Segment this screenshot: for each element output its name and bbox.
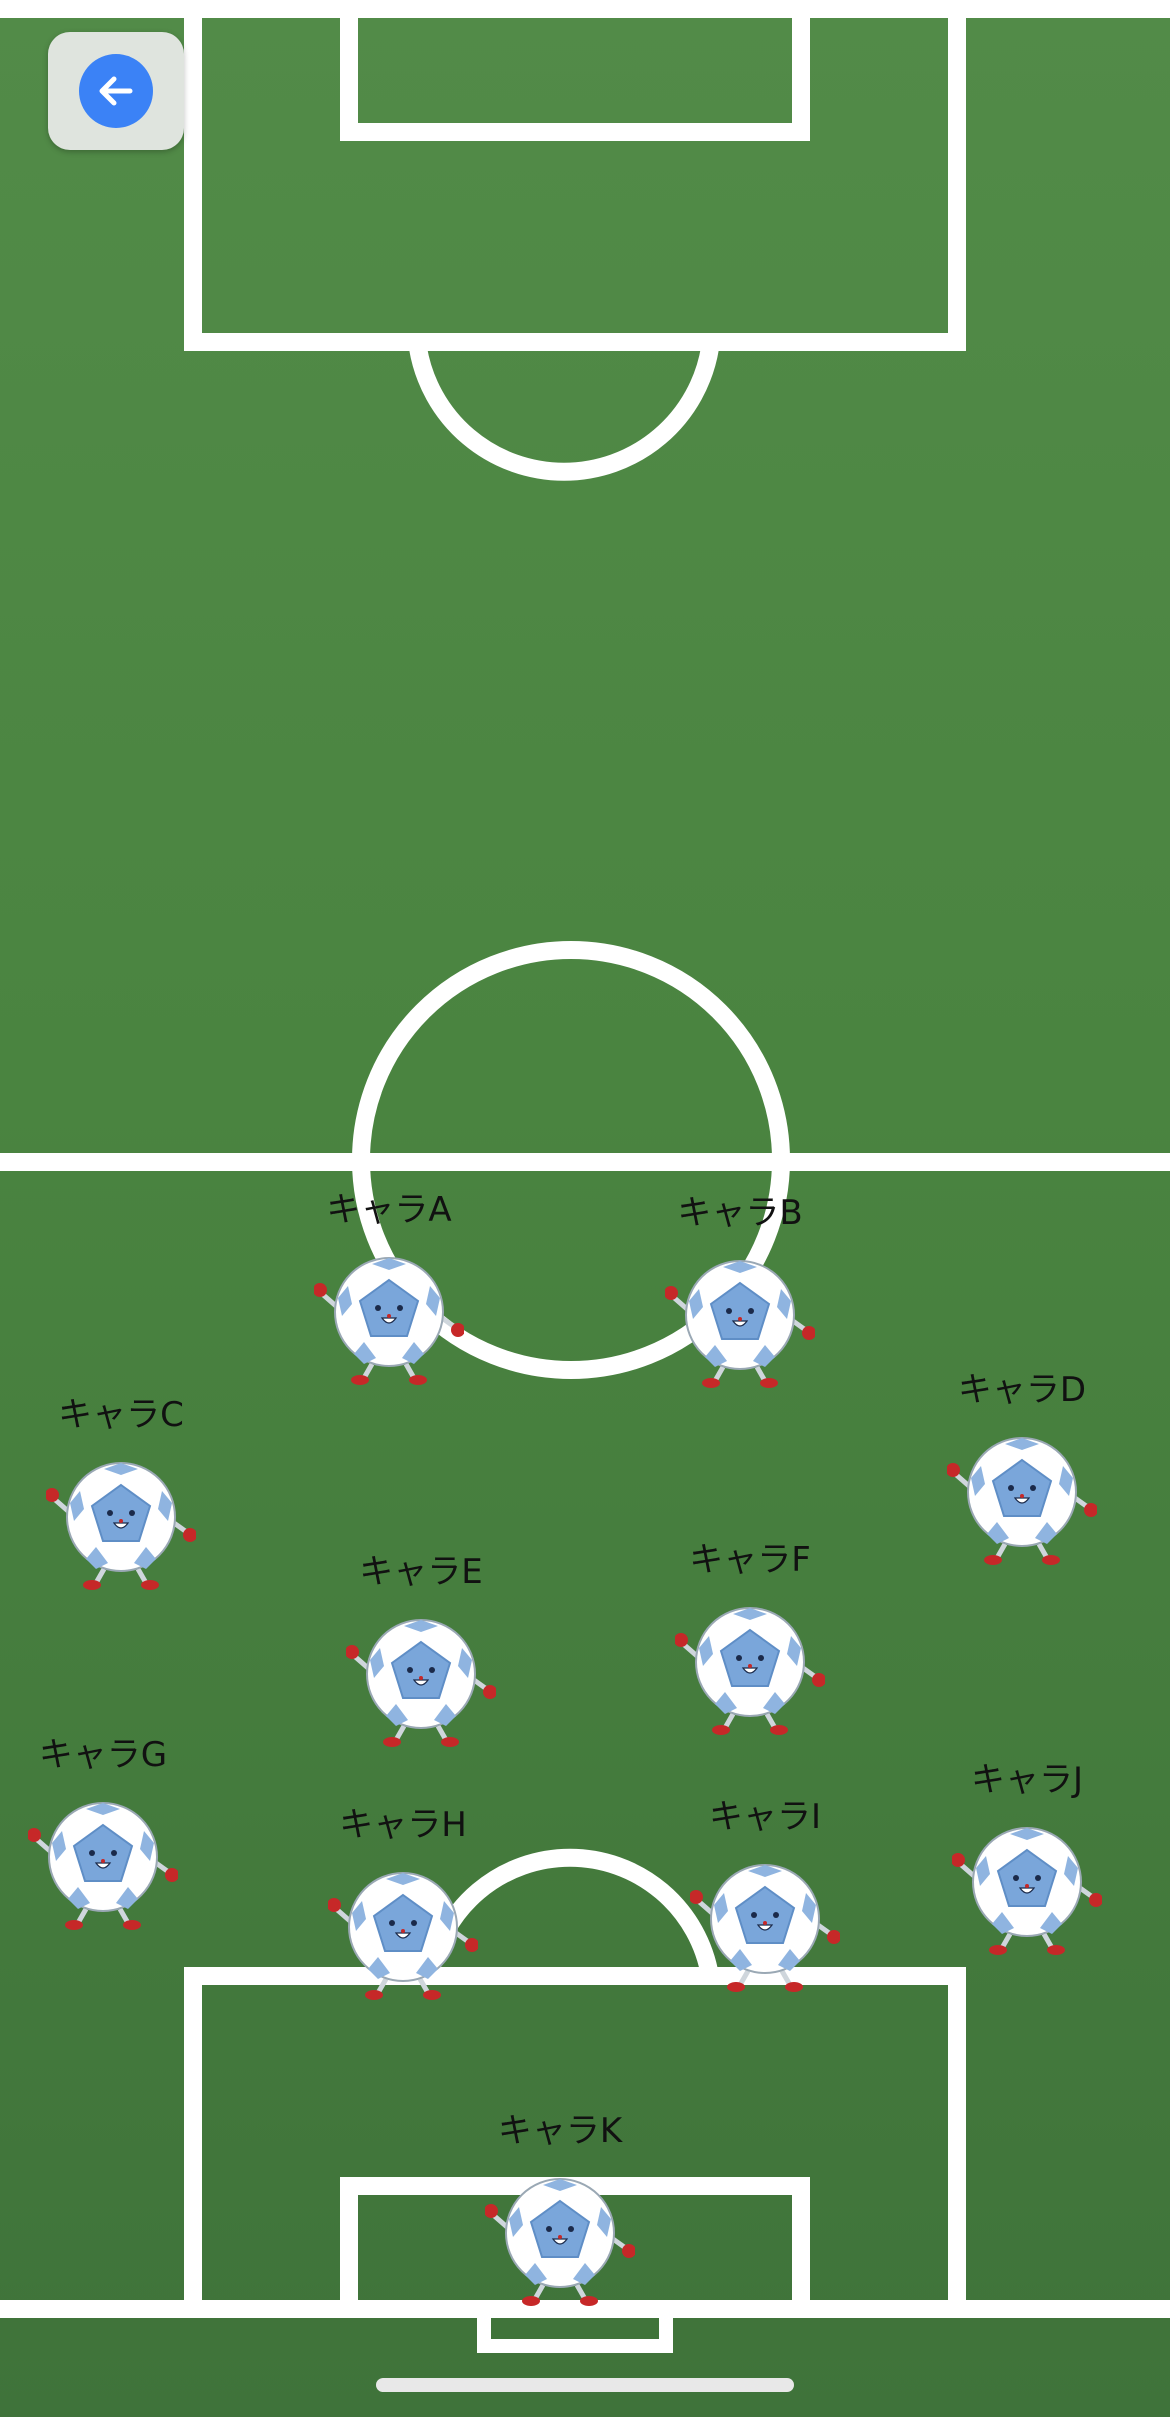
player-label: キャラC — [58, 1395, 184, 1435]
soccer-ball-mascot-icon — [46, 1451, 196, 1591]
bottom-goal — [477, 2309, 673, 2353]
top-penalty-arc — [409, 346, 719, 481]
player-i[interactable]: キャラI — [680, 1797, 850, 1997]
back-button-circle — [79, 54, 153, 128]
soccer-ball-mascot-icon — [346, 1608, 496, 1748]
soccer-ball-mascot-icon — [665, 1249, 815, 1389]
soccer-ball-mascot-icon — [947, 1426, 1097, 1566]
home-indicator[interactable] — [376, 2378, 794, 2392]
soccer-ball-mascot-icon — [328, 1861, 478, 2001]
player-c[interactable]: キャラC — [36, 1395, 206, 1595]
arrow-left-icon — [99, 76, 133, 106]
soccer-ball-mascot-icon — [314, 1246, 464, 1386]
player-b[interactable]: キャラB — [655, 1193, 825, 1393]
soccer-ball-mascot-icon — [690, 1853, 840, 1993]
soccer-ball-mascot-icon — [675, 1596, 825, 1736]
player-h[interactable]: キャラH — [318, 1805, 488, 2005]
player-g[interactable]: キャラG — [18, 1735, 188, 1935]
center-circle — [352, 941, 790, 1379]
player-label: キャラE — [359, 1552, 483, 1592]
player-f[interactable]: キャラF — [665, 1540, 835, 1740]
soccer-ball-mascot-icon — [28, 1791, 178, 1931]
player-a[interactable]: キャラA — [304, 1190, 474, 1390]
player-label: キャラI — [708, 1797, 822, 1837]
player-label: キャラF — [689, 1540, 811, 1580]
top-goal-area — [340, 0, 810, 141]
player-label: キャラG — [38, 1735, 168, 1775]
player-label: キャラB — [677, 1193, 803, 1233]
player-j[interactable]: キャラJ — [942, 1760, 1112, 1960]
player-label: キャラH — [339, 1805, 467, 1845]
player-label: キャラA — [326, 1190, 452, 1230]
player-label: キャラJ — [970, 1760, 1084, 1800]
player-e[interactable]: キャラE — [336, 1552, 506, 1752]
player-label: キャラD — [957, 1370, 1087, 1410]
soccer-ball-mascot-icon — [952, 1816, 1102, 1956]
top-penalty-area — [184, 0, 966, 351]
back-button[interactable] — [48, 32, 184, 150]
soccer-ball-mascot-icon — [485, 2167, 635, 2307]
player-k[interactable]: キャラK — [475, 2111, 645, 2311]
player-label: キャラK — [497, 2111, 623, 2151]
player-d[interactable]: キャラD — [937, 1370, 1107, 1570]
